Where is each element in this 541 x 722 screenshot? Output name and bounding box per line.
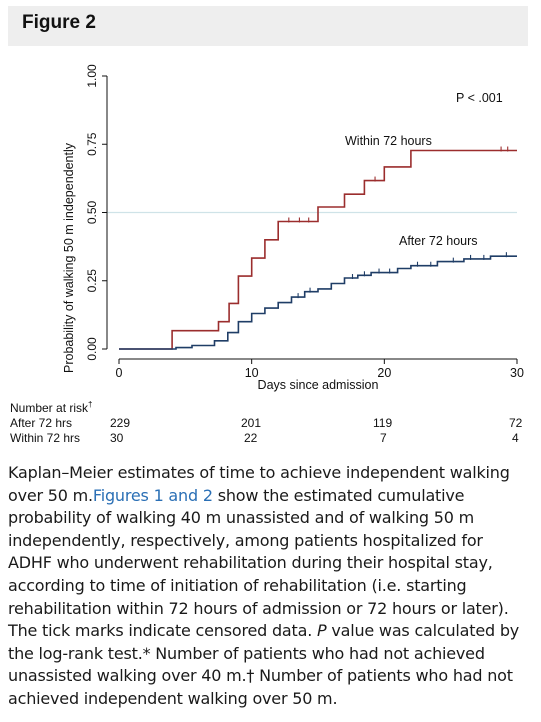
y-tick-label: 1.00: [85, 64, 99, 88]
y-axis-label: Probability of walking 50 m independentl…: [62, 142, 76, 373]
risk-row-label: Within 72 hrs: [10, 431, 81, 445]
figures-link[interactable]: Figures 1 and 2: [92, 485, 213, 505]
x-tick-label: 20: [377, 366, 391, 380]
series-line-after-72-hours: [119, 255, 517, 350]
risk-title-text: Number at risk: [10, 401, 89, 415]
risk-cell: 119: [373, 416, 393, 430]
risk-cell: 30: [110, 431, 124, 445]
figure-caption: Kaplan–Meier estimates of time to achiev…: [8, 462, 528, 711]
risk-cell: 229: [110, 416, 131, 430]
figure-title: Figure 2: [22, 12, 96, 33]
risk-table-title: Number at risk†: [10, 400, 92, 415]
risk-cell: 4: [512, 431, 519, 445]
x-axis-label: Days since admission: [258, 378, 379, 392]
risk-cell: 72: [509, 416, 523, 430]
p-value-annotation: P < .001: [456, 91, 503, 105]
y-tick-label: 0.25: [85, 269, 99, 293]
y-tick-label: 0.75: [85, 132, 99, 156]
risk-cell: 22: [244, 431, 258, 445]
series-label-within-72-hours: Within 72 hours: [345, 134, 432, 148]
chart-axes: 0.00 0.25 0.50 0.75 1.00 0 10 20 30: [85, 64, 524, 380]
chart-series: [119, 146, 517, 350]
risk-cell: 201: [241, 416, 262, 430]
y-tick-label: 0.50: [85, 200, 99, 224]
risk-row-label: After 72 hrs: [10, 416, 73, 430]
y-tick-label: 0.00: [85, 337, 99, 361]
figure-header: [8, 6, 528, 46]
risk-title-mark: †: [88, 400, 93, 409]
caption-text: Kaplan–Meier estimates of time to achiev…: [8, 463, 510, 505]
x-tick-label: 0: [116, 366, 123, 380]
risk-cell: 7: [380, 431, 387, 445]
x-tick-label: 10: [245, 366, 259, 380]
caption-p-italic: P: [317, 621, 327, 641]
series-label-after-72-hours: After 72 hours: [399, 234, 478, 248]
series-line-within-72-hours: [119, 149, 517, 350]
caption-paragraph: Kaplan–Meier estimates of time to achiev…: [8, 462, 528, 711]
x-tick-label: 30: [510, 366, 524, 380]
caption-text: value was calculated by the log-rank tes…: [8, 621, 520, 708]
kaplan-meier-chart: 0.00 0.25 0.50 0.75 1.00 0 10 20 30 Probability …: [62, 64, 524, 392]
caption-text: show the estimated cumulative probabilit…: [8, 485, 509, 641]
